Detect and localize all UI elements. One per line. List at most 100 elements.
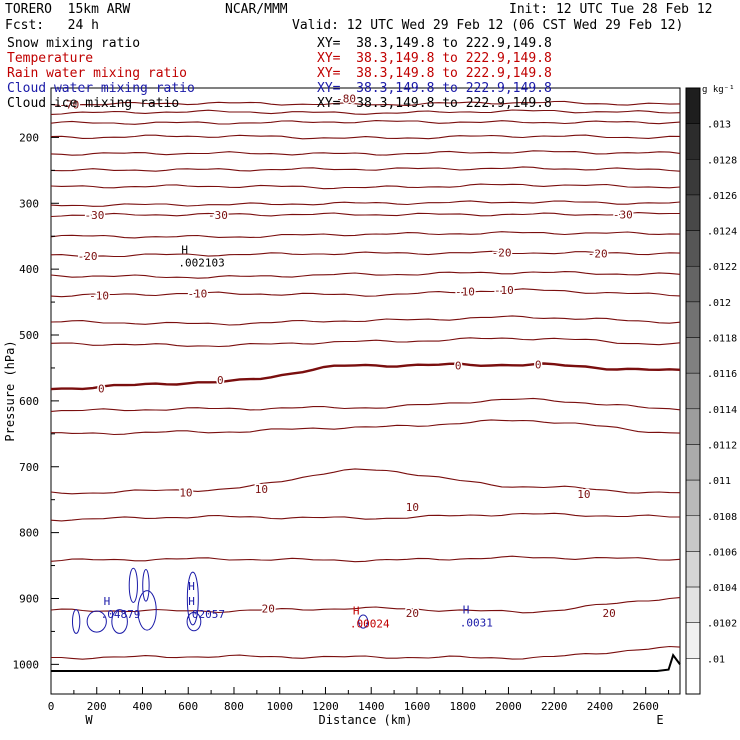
cloud-water-contour (186, 611, 202, 632)
colorbar-tick-label: .0114 (707, 405, 737, 416)
x-tick-label: 1000 (266, 700, 293, 713)
maximum-value: .00024 (350, 617, 390, 630)
isotherm-line (50, 250, 681, 258)
maximum-value: .0031 (460, 617, 493, 630)
x-tick-label: 1800 (449, 700, 476, 713)
cloud-water-contour (358, 614, 369, 629)
colorbar-band (685, 408, 701, 445)
colorbar-band (685, 444, 701, 481)
maximum-mark: H (353, 604, 360, 617)
isotherm-line (50, 134, 681, 140)
colorbar-band (685, 123, 701, 160)
isotherm-label: 10 (577, 488, 590, 501)
colorbar-tick-label: .0116 (707, 369, 737, 380)
colorbar-tick-label: .0112 (707, 440, 737, 451)
isotherm-line (50, 288, 681, 298)
x-tick-label: 400 (133, 700, 153, 713)
isotherm-line (50, 150, 681, 156)
center-label: NCAR/MMM (225, 2, 288, 17)
colorbar-band (685, 479, 701, 517)
isotherm-line (50, 315, 681, 326)
west-endpoint-label: W (85, 713, 93, 727)
field-xy-snow: XY= 38.3,149.8 to 222.9,149.8 (317, 36, 552, 51)
colorbar-band (685, 551, 701, 588)
cloud-water-contour (186, 571, 199, 626)
y-axis-title: Pressure (hPa) (3, 340, 17, 441)
colorbar-tick-label: .0118 (707, 334, 737, 345)
isotherm-line (50, 362, 681, 391)
colorbar-band (685, 194, 701, 231)
isotherm-label: 0 (535, 359, 542, 372)
isotherm-label: -10 (455, 286, 475, 299)
cloud-water-contour (142, 569, 150, 602)
isotherm-line (50, 100, 681, 107)
x-tick-label: 1400 (358, 700, 385, 713)
isotherm-label: -10 (187, 288, 207, 301)
plot-frame (50, 87, 681, 695)
isotherm-line (50, 271, 681, 279)
field-label-snow: Snow mixing ratio (7, 36, 141, 51)
isotherm-label: 20 (602, 607, 615, 620)
colorbar-tick-label: .0124 (707, 227, 737, 238)
colorbar-tick-label: .0128 (707, 155, 737, 166)
colorbar-tick-label: .0126 (707, 191, 737, 202)
isotherm-line (50, 468, 681, 495)
isotherm-line (50, 200, 681, 207)
colorbar-band (685, 586, 701, 623)
colorbar-tick-label: .0106 (707, 547, 737, 558)
x-tick-label: 0 (48, 700, 55, 713)
y-tick-label: 900 (19, 592, 39, 605)
terrain-line (51, 652, 681, 672)
isotherm-label: -30 (85, 209, 105, 222)
x-tick-label: 2200 (541, 700, 568, 713)
colorbar-tick-label: .01 (707, 654, 725, 665)
colorbar-band (685, 658, 701, 695)
colorbar-band (685, 515, 701, 552)
x-tick-label: 800 (224, 700, 244, 713)
maximum-mark: H (463, 604, 470, 617)
isotherm-label: -20 (588, 247, 608, 260)
isotherm-line (50, 212, 680, 218)
isotherm-line (50, 109, 681, 115)
x-tick-label: 200 (87, 700, 107, 713)
field-label-cloud-water: Cloud water mixing ratio (7, 81, 195, 96)
x-tick-label: 2600 (632, 700, 659, 713)
field-xy-temperature: XY= 38.3,149.8 to 222.9,149.8 (317, 51, 552, 66)
east-endpoint-label: E (656, 713, 663, 727)
field-label-temperature: Temperature (7, 51, 94, 66)
y-tick-label: 600 (19, 395, 39, 408)
field-xy-cloud-ice: XY= 38.3,149.8 to 222.9,149.8 (317, 96, 552, 111)
isotherm-line (51, 645, 681, 660)
isotherm-label: -10 (89, 289, 109, 302)
isotherm-label: -30 (208, 209, 228, 222)
isotherm-label: 10 (179, 486, 192, 499)
x-tick-label: 1600 (404, 700, 431, 713)
colorbar-band (685, 622, 701, 659)
isotherm-line (50, 166, 681, 172)
colorbar-band (685, 372, 701, 410)
isotherm-line (50, 512, 680, 522)
isotherm-label: -70 (59, 98, 79, 111)
colorbar-tick-label: .012 (707, 298, 731, 309)
isotherm-label: -10 (494, 284, 514, 297)
maximum-value: .04879 (101, 608, 141, 621)
y-tick-label: 300 (19, 197, 39, 210)
colorbar-band (685, 337, 701, 374)
x-tick-label: 2000 (495, 700, 522, 713)
y-tick-label: 800 (19, 527, 39, 540)
isotherm-line (51, 419, 681, 436)
colorbar-band (685, 87, 701, 124)
isotherm-label: 20 (262, 602, 275, 615)
maximum-value: .02057 (185, 608, 225, 621)
colorbar-band (685, 265, 701, 303)
x-tick-label: 600 (178, 700, 198, 713)
x-axis-title: Distance (km) (319, 713, 413, 727)
y-tick-label: 500 (19, 329, 39, 342)
y-tick-label: 700 (19, 461, 39, 474)
maximum-mark: H (104, 595, 111, 608)
isotherm-label: -20 (78, 250, 98, 263)
isotherm-line (50, 183, 681, 190)
y-tick-label: 400 (19, 263, 39, 276)
x-tick-label: 1200 (312, 700, 339, 713)
